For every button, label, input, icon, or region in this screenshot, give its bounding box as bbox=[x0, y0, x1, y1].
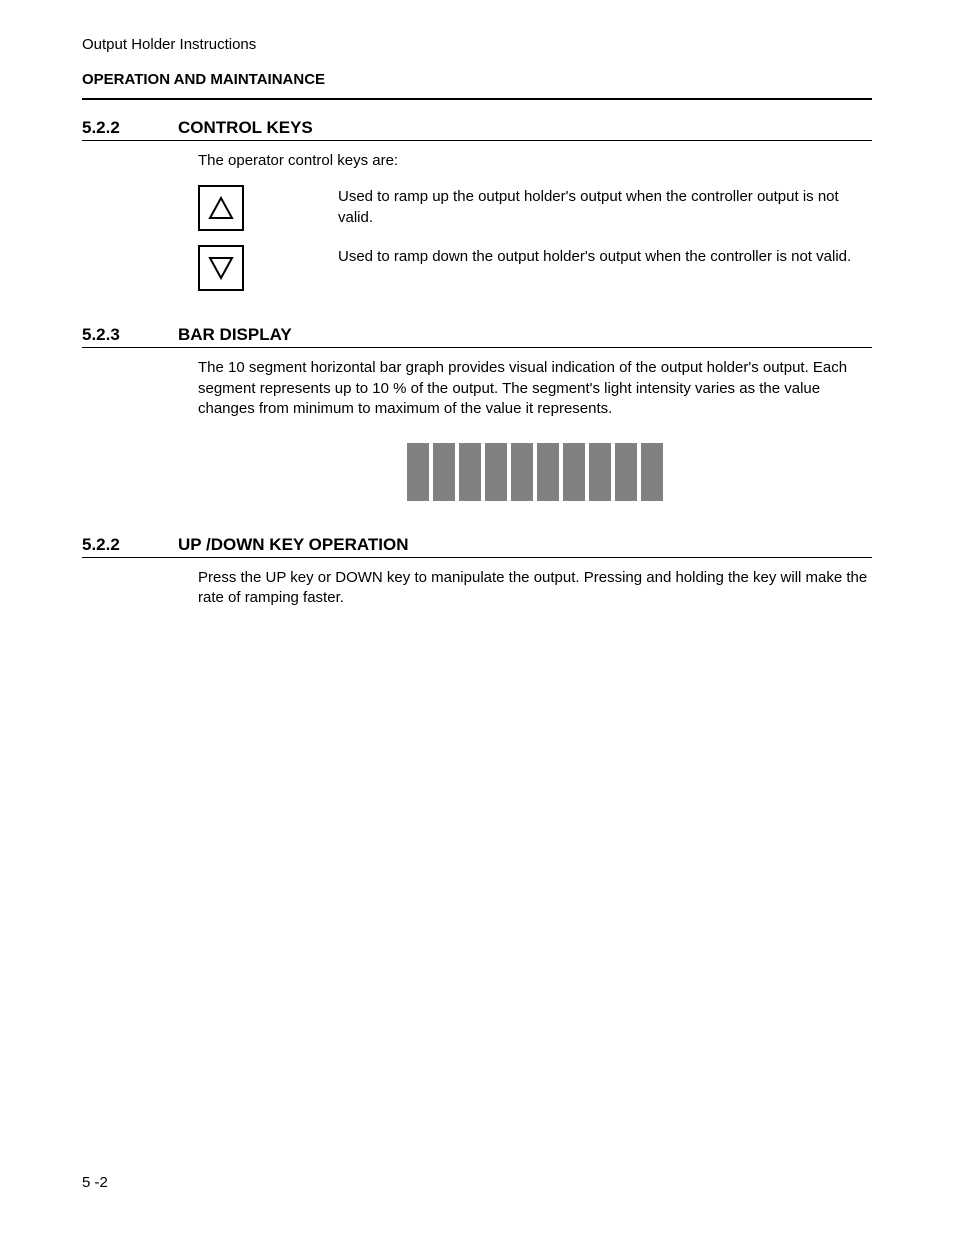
bar-segment bbox=[433, 443, 455, 501]
key-row-down: Used to ramp down the output holder's ou… bbox=[198, 245, 872, 291]
bar-segment bbox=[615, 443, 637, 501]
section-number: 5.2.2 bbox=[82, 535, 178, 555]
up-key-button[interactable] bbox=[198, 185, 244, 231]
running-title: Output Holder Instructions bbox=[82, 36, 872, 53]
section-title: UP /DOWN KEY OPERATION bbox=[178, 535, 408, 555]
triangle-up-icon bbox=[208, 195, 234, 221]
section-body: The 10 segment horizontal bar graph prov… bbox=[198, 358, 872, 501]
page-number: 5 -2 bbox=[82, 1174, 108, 1191]
section-heading: 5.2.2 UP /DOWN KEY OPERATION bbox=[82, 535, 872, 558]
triangle-down-icon bbox=[208, 255, 234, 281]
control-keys-intro: The operator control keys are: bbox=[198, 151, 872, 171]
bar-segment bbox=[407, 443, 429, 501]
updown-operation-text: Press the UP key or DOWN key to manipula… bbox=[198, 568, 872, 609]
bar-display-text: The 10 segment horizontal bar graph prov… bbox=[198, 358, 872, 419]
bar-segment bbox=[485, 443, 507, 501]
down-key-description: Used to ramp down the output holder's ou… bbox=[338, 245, 851, 267]
section-control-keys: 5.2.2 CONTROL KEYS The operator control … bbox=[82, 118, 872, 291]
section-title: BAR DISPLAY bbox=[178, 325, 292, 345]
section-bar-display: 5.2.3 BAR DISPLAY The 10 segment horizon… bbox=[82, 325, 872, 501]
section-body: Press the UP key or DOWN key to manipula… bbox=[198, 568, 872, 609]
section-heading: 5.2.3 BAR DISPLAY bbox=[82, 325, 872, 348]
bar-segment bbox=[641, 443, 663, 501]
bar-segment bbox=[589, 443, 611, 501]
section-number: 5.2.2 bbox=[82, 118, 178, 138]
bar-segment bbox=[459, 443, 481, 501]
section-title: CONTROL KEYS bbox=[178, 118, 313, 138]
bar-segment bbox=[511, 443, 533, 501]
header-rule bbox=[82, 98, 872, 100]
section-number: 5.2.3 bbox=[82, 325, 178, 345]
section-updown-operation: 5.2.2 UP /DOWN KEY OPERATION Press the U… bbox=[82, 535, 872, 609]
section-heading: 5.2.2 CONTROL KEYS bbox=[82, 118, 872, 141]
bar-segment bbox=[537, 443, 559, 501]
page-container: Output Holder Instructions OPERATION AND… bbox=[0, 0, 954, 1235]
bar-graph bbox=[198, 443, 872, 501]
down-key-button[interactable] bbox=[198, 245, 244, 291]
up-key-description: Used to ramp up the output holder's outp… bbox=[338, 185, 872, 228]
bar-segment bbox=[563, 443, 585, 501]
chapter-title: OPERATION AND MAINTAINANCE bbox=[82, 71, 872, 88]
section-body: The operator control keys are: Used to r… bbox=[198, 151, 872, 291]
key-row-up: Used to ramp up the output holder's outp… bbox=[198, 185, 872, 231]
